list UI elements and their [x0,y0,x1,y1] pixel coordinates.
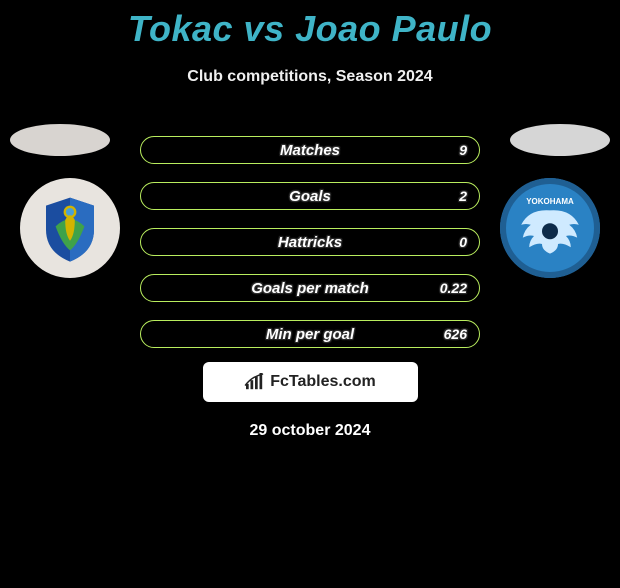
stat-row-goals: Goals 2 [140,182,480,210]
stat-row-matches: Matches 9 [140,136,480,164]
brand-badge[interactable]: FcTables.com [203,362,418,402]
wings-icon: YOKOHAMA [510,188,590,268]
bar-chart-icon [244,373,266,391]
stat-label: Min per goal [266,326,354,343]
stat-right-value: 9 [459,142,467,158]
brand-text: FcTables.com [270,373,376,391]
stat-row-mpg: Min per goal 626 [140,320,480,348]
date-text: 29 october 2024 [0,422,620,440]
stat-label: Goals per match [251,280,369,297]
stat-label: Hattricks [278,234,342,251]
shield-icon [30,188,110,268]
stat-label: Goals [289,188,331,205]
club-badge-left [20,178,120,278]
page-title: Tokac vs Joao Paulo [0,8,620,50]
svg-text:YOKOHAMA: YOKOHAMA [526,197,574,206]
stat-right-value: 0 [459,234,467,250]
club-badge-right: YOKOHAMA [500,178,600,278]
player-photo-left [10,124,110,156]
stats-area: YOKOHAMA Matches 9 Goals 2 Hattricks 0 G… [0,124,620,344]
stat-row-gpm: Goals per match 0.22 [140,274,480,302]
stat-right-value: 626 [444,326,467,342]
stat-label: Matches [280,142,340,159]
stat-right-value: 0.22 [440,280,467,296]
stat-right-value: 2 [459,188,467,204]
player-photo-right [510,124,610,156]
stat-row-hattricks: Hattricks 0 [140,228,480,256]
stat-rows: Matches 9 Goals 2 Hattricks 0 Goals per … [140,136,480,366]
subtitle: Club competitions, Season 2024 [0,68,620,86]
